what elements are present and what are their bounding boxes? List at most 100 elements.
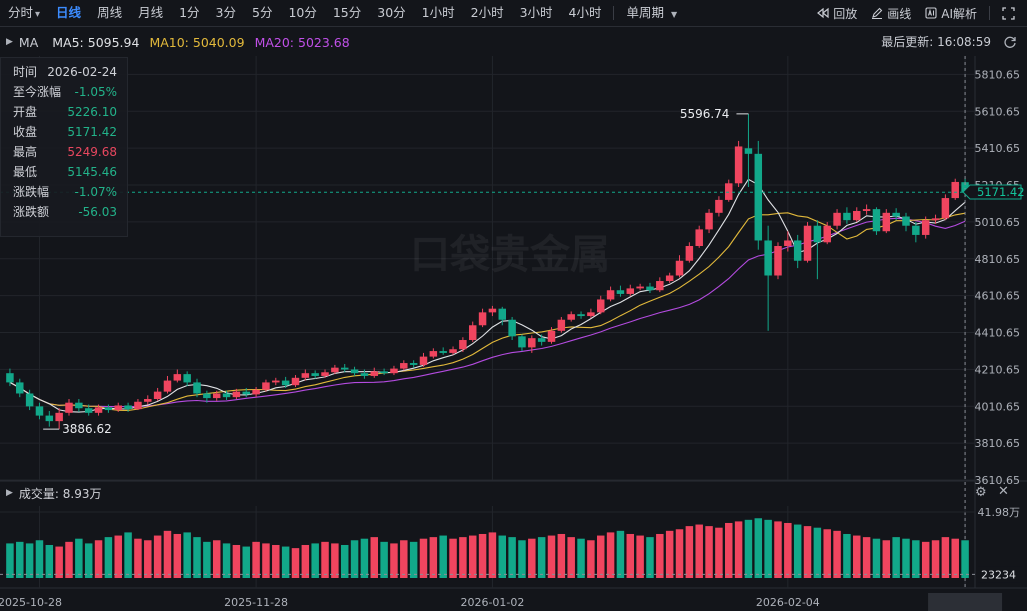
tab-周线[interactable]: 周线 — [89, 0, 130, 26]
candle-body — [853, 210, 861, 221]
candle-body — [252, 389, 260, 395]
candle-body — [656, 281, 664, 291]
candle-body — [449, 349, 457, 353]
volume-bar — [321, 541, 329, 578]
volume-bar — [646, 537, 654, 578]
tab-日线[interactable]: 日线 — [48, 0, 89, 26]
candle-body — [242, 391, 250, 395]
candle-body — [912, 225, 920, 235]
volume-close-icon[interactable]: ✕ — [998, 484, 1009, 499]
ma20-value: MA20: 5023.68 — [254, 34, 350, 50]
info-key: 最高 — [13, 145, 38, 159]
info-row: 最低 5145.46 — [1, 162, 127, 182]
volume-bar — [272, 544, 280, 578]
candle-body — [84, 408, 93, 413]
tab-2小时[interactable]: 2小时 — [463, 0, 512, 26]
candle-body — [163, 380, 172, 392]
watermark: 口袋贵金属 — [410, 232, 610, 278]
caret-down-icon: ▾ — [35, 9, 41, 20]
tab-5分[interactable]: 5分 — [244, 0, 280, 26]
candle-body — [439, 351, 447, 353]
period-mode-label: 单周期 — [626, 5, 664, 20]
candle-body — [803, 225, 812, 261]
volume-bar — [291, 548, 300, 578]
tab-1分[interactable]: 1分 — [171, 0, 207, 26]
candle-body — [212, 393, 221, 399]
candle-body — [35, 406, 44, 416]
refresh-icon[interactable] — [1003, 35, 1017, 49]
candle-body — [528, 338, 536, 348]
tab-30分[interactable]: 30分 — [369, 0, 413, 26]
tab-4小时[interactable]: 4小时 — [561, 0, 610, 26]
replay-button[interactable]: 回放 — [811, 5, 863, 22]
price-axis-label: 4010.65 — [975, 400, 1021, 413]
tab-3分[interactable]: 3分 — [208, 0, 244, 26]
candle-body — [429, 351, 438, 357]
candle-body — [370, 371, 379, 376]
volume-bar — [774, 521, 782, 578]
candle-body — [872, 209, 881, 232]
volume-bar — [281, 546, 290, 578]
volume-bar — [892, 537, 900, 578]
candle-body — [587, 312, 595, 317]
toolbar-divider-line — [0, 26, 1027, 27]
volume-bar — [311, 543, 319, 578]
volume-bar — [35, 540, 44, 578]
volume-settings-icon[interactable]: ⚙ — [975, 485, 987, 500]
tab-3小时[interactable]: 3小时 — [512, 0, 561, 26]
volume-bar — [252, 541, 260, 578]
candle-body — [153, 391, 162, 400]
candle-body — [75, 402, 83, 409]
volume-bar — [400, 540, 408, 578]
time-axis-label: 2025-11-28 — [224, 596, 288, 609]
tab-分时[interactable]: 分时 ▾ — [0, 0, 48, 26]
info-key: 至今涨幅 — [13, 85, 62, 99]
volume-bar — [124, 532, 132, 578]
tab-1小时[interactable]: 1小时 — [414, 0, 463, 26]
candle-body — [577, 314, 585, 317]
candle-body — [862, 209, 871, 211]
price-tag-shape — [962, 184, 1022, 200]
candle-body — [961, 182, 969, 193]
volume-bar — [616, 530, 625, 578]
fullscreen-button[interactable] — [996, 6, 1021, 20]
volume-axis-max: 41.98万 — [978, 506, 1021, 519]
volume-bar — [587, 540, 595, 578]
price-axis-label: 3610.65 — [975, 474, 1021, 487]
tab-label: 3分 — [215, 5, 236, 20]
candle-body — [508, 319, 516, 337]
period-mode-dropdown[interactable]: 单周期 ▼ — [618, 0, 685, 26]
volume-bar — [409, 541, 418, 578]
volume-bar — [951, 538, 959, 578]
volume-bar — [134, 538, 142, 578]
candle-body — [784, 240, 792, 246]
price-axis-label: 5410.65 — [975, 142, 1021, 155]
volume-bar — [912, 540, 920, 578]
draw-label: 画线 — [887, 6, 912, 21]
price-axis-label: 5610.65 — [975, 105, 1021, 118]
ai-analysis-button[interactable]: AI解析 — [919, 5, 983, 22]
volume-bar — [577, 538, 585, 578]
tab-10分[interactable]: 10分 — [280, 0, 324, 26]
volume-label: 成交量: 8.93万 — [18, 486, 102, 501]
candle-body — [45, 415, 54, 422]
collapse-caret-icon[interactable]: ▶ — [6, 488, 13, 498]
tab-月线[interactable]: 月线 — [130, 0, 171, 26]
volume-bar — [715, 527, 723, 578]
volume-bar — [340, 544, 349, 578]
volume-bar — [301, 544, 310, 578]
draw-button[interactable]: 画线 — [865, 5, 917, 22]
time-axis-label: 2026-02-04 — [756, 596, 820, 609]
tab-15分[interactable]: 15分 — [325, 0, 369, 26]
volume-bar — [6, 543, 14, 578]
volume-bar — [380, 541, 388, 578]
volume-bar — [537, 537, 546, 578]
collapse-caret-icon[interactable]: ▶ — [6, 37, 13, 47]
volume-bar — [84, 543, 93, 578]
candle-body — [695, 229, 703, 246]
volume-bar — [65, 541, 73, 578]
volume-bar — [419, 538, 428, 578]
candle-body — [350, 369, 359, 374]
volume-bar — [173, 533, 182, 578]
